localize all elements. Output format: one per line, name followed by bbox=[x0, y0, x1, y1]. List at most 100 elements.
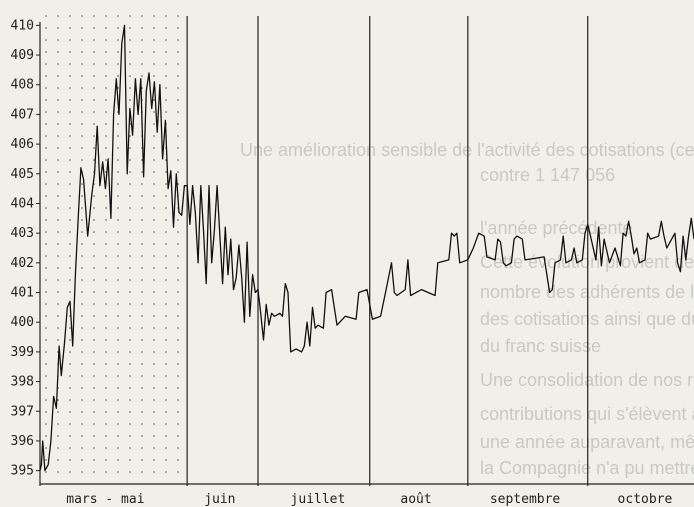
grid-dot bbox=[45, 51, 47, 53]
grid-dot bbox=[141, 231, 143, 233]
grid-dot bbox=[117, 147, 119, 149]
grid-dot bbox=[153, 39, 155, 41]
grid-dot bbox=[45, 291, 47, 293]
grid-dot bbox=[117, 327, 119, 329]
grid-dot bbox=[57, 471, 59, 473]
grid-dot bbox=[69, 291, 71, 293]
grid-dot bbox=[93, 315, 95, 317]
grid-dot bbox=[141, 375, 143, 377]
grid-dot bbox=[153, 303, 155, 305]
grid-dot bbox=[93, 39, 95, 41]
grid-dot bbox=[117, 351, 119, 353]
grid-dot bbox=[69, 267, 71, 269]
grid-dot bbox=[165, 423, 167, 425]
grid-dot bbox=[81, 471, 83, 473]
grid-dot bbox=[45, 411, 47, 413]
grid-dot bbox=[93, 255, 95, 257]
grid-dot bbox=[69, 351, 71, 353]
grid-dot bbox=[57, 291, 59, 293]
grid-dot bbox=[129, 159, 131, 161]
grid-dot bbox=[129, 99, 131, 101]
background-text-line: nombre des adhérents de la hausse bbox=[480, 282, 694, 302]
grid-dot bbox=[93, 63, 95, 65]
grid-dot bbox=[117, 231, 119, 233]
grid-dot bbox=[129, 87, 131, 89]
grid-dot bbox=[141, 315, 143, 317]
grid-dot bbox=[141, 447, 143, 449]
y-tick-label: 397 bbox=[11, 404, 34, 419]
month-label: octobre bbox=[618, 492, 673, 507]
grid-dot bbox=[141, 171, 143, 173]
grid-dot bbox=[57, 159, 59, 161]
grid-dot bbox=[153, 195, 155, 197]
grid-dot bbox=[69, 111, 71, 113]
grid-dot bbox=[45, 267, 47, 269]
grid-dot bbox=[81, 195, 83, 197]
grid-dot bbox=[81, 219, 83, 221]
grid-dot bbox=[141, 159, 143, 161]
grid-dot bbox=[153, 363, 155, 365]
grid-dot bbox=[57, 75, 59, 77]
grid-dot bbox=[81, 87, 83, 89]
grid-dot bbox=[69, 171, 71, 173]
grid-dot bbox=[105, 63, 107, 65]
grid-dot bbox=[129, 207, 131, 209]
grid-dot bbox=[177, 291, 179, 293]
grid-dot bbox=[93, 447, 95, 449]
grid-dot bbox=[45, 27, 47, 29]
grid-dot bbox=[153, 387, 155, 389]
grid-dot bbox=[93, 147, 95, 149]
grid-dot bbox=[81, 303, 83, 305]
grid-dot bbox=[165, 87, 167, 89]
grid-dot bbox=[69, 15, 71, 17]
y-tick-label: 407 bbox=[11, 107, 34, 122]
grid-dot bbox=[69, 447, 71, 449]
grid-dot bbox=[177, 471, 179, 473]
grid-dot bbox=[105, 351, 107, 353]
grid-dot bbox=[165, 303, 167, 305]
grid-dot bbox=[177, 63, 179, 65]
grid-dot bbox=[153, 99, 155, 101]
grid-dot bbox=[117, 159, 119, 161]
grid-dot bbox=[57, 339, 59, 341]
grid-dot bbox=[81, 327, 83, 329]
grid-dot bbox=[69, 363, 71, 365]
y-tick-label: 400 bbox=[11, 315, 34, 330]
grid-dot bbox=[129, 183, 131, 185]
grid-dot bbox=[45, 147, 47, 149]
grid-dot bbox=[153, 279, 155, 281]
grid-dot bbox=[165, 399, 167, 401]
grid-dot bbox=[81, 51, 83, 53]
grid-dot bbox=[165, 375, 167, 377]
background-text-line: du franc suisse bbox=[480, 336, 602, 356]
background-text-line: des cotisations ainsi que du bbox=[480, 309, 694, 329]
grid-dot bbox=[105, 375, 107, 377]
grid-dot bbox=[165, 327, 167, 329]
grid-dot bbox=[165, 255, 167, 257]
grid-dot bbox=[177, 255, 179, 257]
grid-dot bbox=[177, 231, 179, 233]
grid-dot bbox=[141, 39, 143, 41]
grid-dot bbox=[57, 279, 59, 281]
month-label: août bbox=[400, 492, 431, 507]
grid-dot bbox=[105, 327, 107, 329]
grid-dot bbox=[153, 219, 155, 221]
grid-dot bbox=[57, 51, 59, 53]
grid-dot bbox=[81, 423, 83, 425]
grid-dot bbox=[177, 87, 179, 89]
grid-dot bbox=[105, 411, 107, 413]
grid-dot bbox=[165, 99, 167, 101]
grid-dot bbox=[177, 267, 179, 269]
grid-dot bbox=[177, 27, 179, 29]
grid-dot bbox=[117, 339, 119, 341]
grid-dot bbox=[177, 315, 179, 317]
grid-dot bbox=[117, 75, 119, 77]
grid-dot bbox=[93, 375, 95, 377]
grid-dot bbox=[45, 387, 47, 389]
grid-dot bbox=[57, 255, 59, 257]
grid-dot bbox=[165, 459, 167, 461]
grid-dot bbox=[57, 459, 59, 461]
month-label: septembre bbox=[490, 492, 561, 507]
grid-dot bbox=[165, 339, 167, 341]
grid-dot bbox=[93, 423, 95, 425]
